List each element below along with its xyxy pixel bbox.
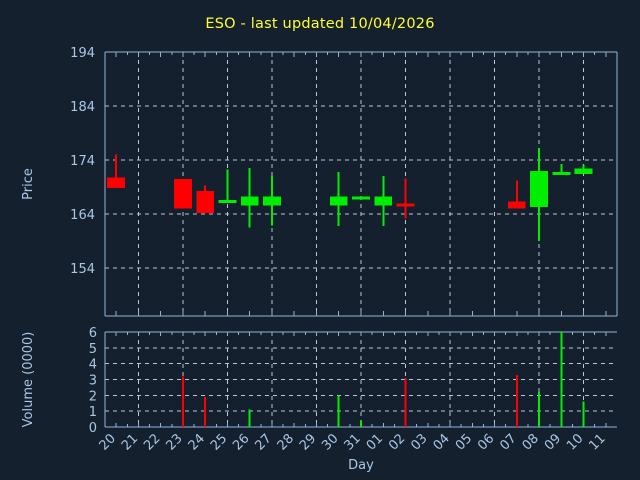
- day-tick-label: 30: [319, 431, 341, 453]
- candle-body: [396, 203, 415, 207]
- day-axis-title: Day: [348, 458, 374, 473]
- price-tick-label: 184: [70, 100, 95, 115]
- day-tick-label: 26: [230, 431, 252, 453]
- day-tick-label: 09: [542, 431, 564, 453]
- day-tick-label: 10: [564, 431, 586, 453]
- price-tick-label: 164: [70, 208, 95, 223]
- price-tick-label: 194: [70, 46, 95, 61]
- volume-series: [181, 332, 585, 427]
- volume-tick-label: 4: [89, 358, 97, 373]
- volume-axis-title: Volume (0000): [21, 332, 36, 428]
- candle-body: [574, 168, 593, 175]
- candle-body: [263, 196, 281, 206]
- candle-body: [507, 201, 526, 209]
- day-tick-label: 28: [275, 431, 297, 453]
- volume-tick-label: 0: [89, 421, 97, 436]
- day-tick-label: 24: [186, 431, 208, 453]
- day-tick-label: 05: [453, 431, 475, 453]
- candle-body: [374, 196, 393, 206]
- day-tick-label: 07: [497, 431, 519, 453]
- candle-body: [329, 196, 348, 206]
- price-tick-label: 174: [70, 154, 95, 169]
- price-tick-label: 154: [70, 262, 95, 277]
- volume-tick-label: 2: [89, 389, 97, 404]
- day-tick-label: 29: [297, 431, 319, 453]
- day-tick-label: 23: [163, 431, 185, 453]
- day-tick-label: 03: [408, 431, 430, 453]
- day-tick-label: 04: [431, 431, 453, 453]
- volume-panel: [104, 331, 617, 428]
- candle-body: [530, 170, 548, 207]
- volume-tick-label: 1: [89, 405, 97, 420]
- day-tick-label: 25: [208, 431, 230, 453]
- day-tick-label: 02: [386, 431, 408, 453]
- chart-title: ESO - last updated 10/04/2026: [205, 16, 435, 32]
- candlestick-series: [107, 148, 593, 241]
- day-tick-label: 27: [252, 431, 274, 453]
- volume-tick-label: 5: [89, 342, 97, 357]
- price-axis-title: Price: [21, 168, 36, 200]
- candle-body: [240, 196, 259, 206]
- volume-tick-label: 3: [89, 374, 97, 389]
- day-tick-label: 06: [475, 431, 497, 453]
- candle-body: [107, 177, 126, 189]
- day-tick-label: 21: [119, 431, 141, 453]
- day-tick-label: 08: [520, 431, 542, 453]
- candle-body: [218, 199, 237, 203]
- day-tick-label: 22: [141, 431, 163, 453]
- candle-body: [196, 190, 215, 213]
- day-tick-label: 11: [586, 431, 608, 453]
- day-tick-label: 31: [342, 431, 364, 453]
- candle-body: [552, 171, 571, 176]
- day-tick-label: 01: [364, 431, 386, 453]
- candle-body: [352, 196, 370, 200]
- day-tick-label: 20: [97, 431, 119, 453]
- volume-tick-label: 6: [89, 326, 97, 341]
- candle-body: [174, 178, 192, 209]
